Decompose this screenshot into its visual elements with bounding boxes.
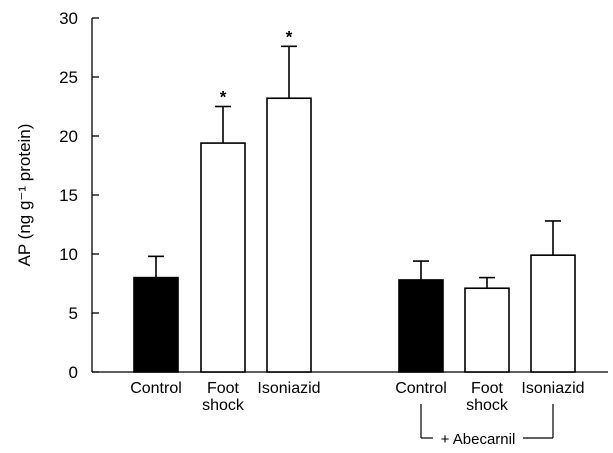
y-tick-label: 30 <box>59 9 78 28</box>
y-tick-label: 20 <box>59 127 78 146</box>
bar-3 <box>266 97 312 373</box>
category-label-6: Isoniazid <box>521 380 584 397</box>
category-label-4: Control <box>395 380 447 397</box>
significance-marker: * <box>220 88 227 107</box>
category-label-5: Foot shock <box>466 380 509 414</box>
y-tick-label: 25 <box>59 68 78 87</box>
bar-4 <box>398 279 444 373</box>
bar-5 <box>464 287 510 373</box>
y-tick-label: 10 <box>59 245 78 264</box>
significance-marker: * <box>286 27 293 46</box>
bar-1 <box>133 276 179 373</box>
category-labels: Control Foot shock Isoniazid Control Foot shoc… <box>130 380 584 448</box>
y-axis-title: AP (ng g⁻¹ protein) <box>15 124 34 267</box>
y-tick-label: 5 <box>69 304 78 323</box>
y-tick-label: 0 <box>69 363 78 382</box>
group-annotation: + Abecarnil <box>441 431 516 448</box>
category-label-2: Foot shock <box>202 380 245 414</box>
category-label-3: Isoniazid <box>257 380 320 397</box>
bar-6 <box>530 254 576 373</box>
y-tick-label: 15 <box>59 186 78 205</box>
bar-2 <box>200 142 246 373</box>
bars: ** <box>133 27 576 373</box>
category-label-1: Control <box>130 380 182 397</box>
